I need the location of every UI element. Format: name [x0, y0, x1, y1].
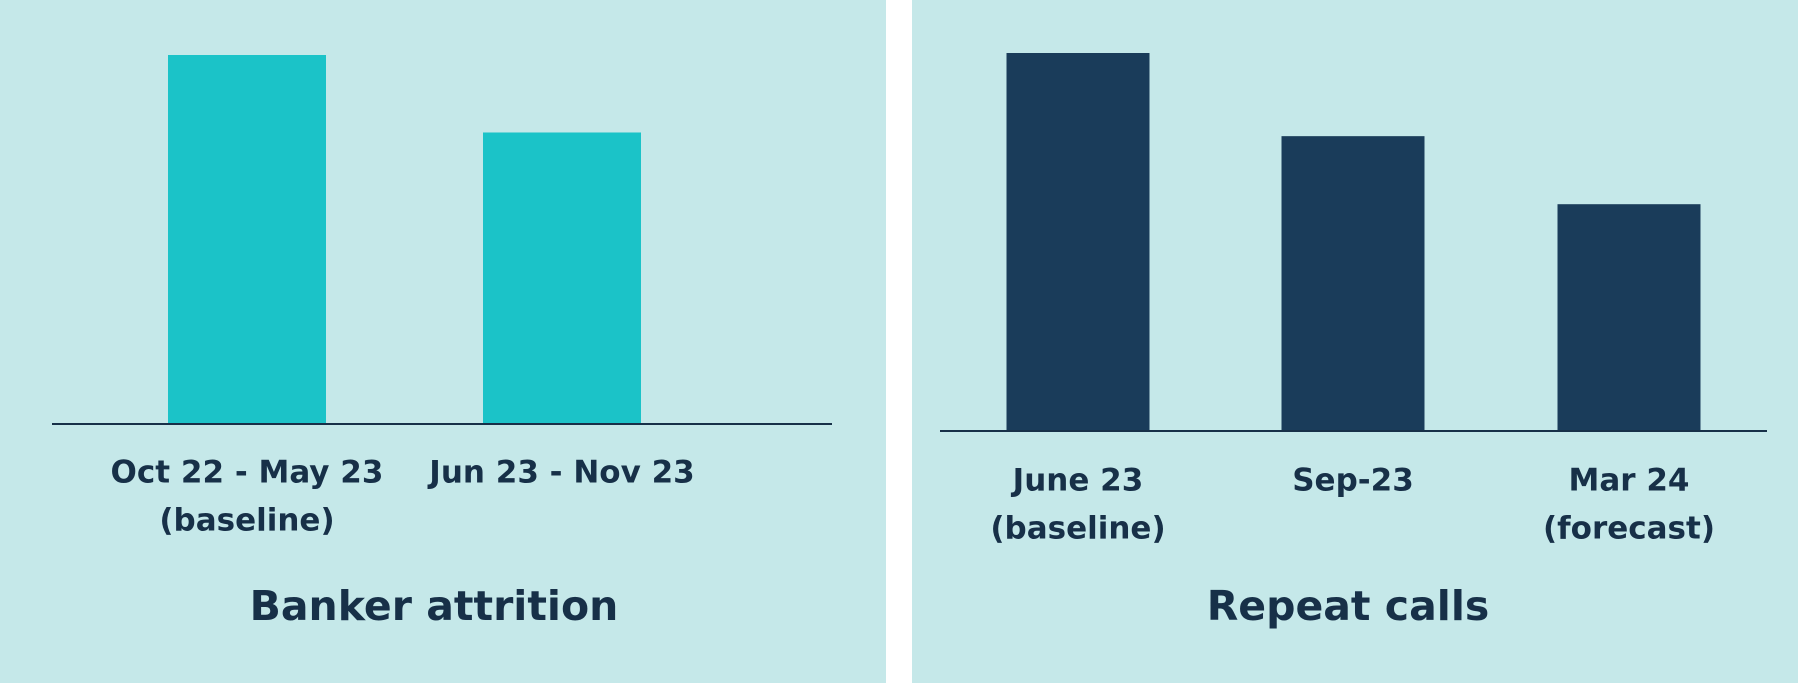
x-tick-label: (baseline): [159, 503, 334, 539]
bar: [1557, 204, 1701, 431]
x-tick-label: (baseline): [990, 511, 1165, 547]
chart-title: Banker attrition: [250, 582, 619, 630]
bar: [168, 55, 326, 424]
x-tick-label: June 23: [1011, 463, 1144, 499]
panel: [0, 0, 886, 683]
bar: [1281, 136, 1425, 431]
x-tick-label: Sep-23: [1292, 463, 1414, 499]
bar: [483, 132, 641, 425]
x-tick-label: Mar 24: [1569, 463, 1690, 499]
x-tick-label: (forecast): [1543, 511, 1715, 547]
x-tick-label: Oct 22 - May 23: [111, 455, 384, 491]
bar: [1006, 53, 1150, 431]
x-tick-label: Jun 23 - Nov 23: [427, 455, 694, 491]
chart-title: Repeat calls: [1207, 582, 1490, 630]
